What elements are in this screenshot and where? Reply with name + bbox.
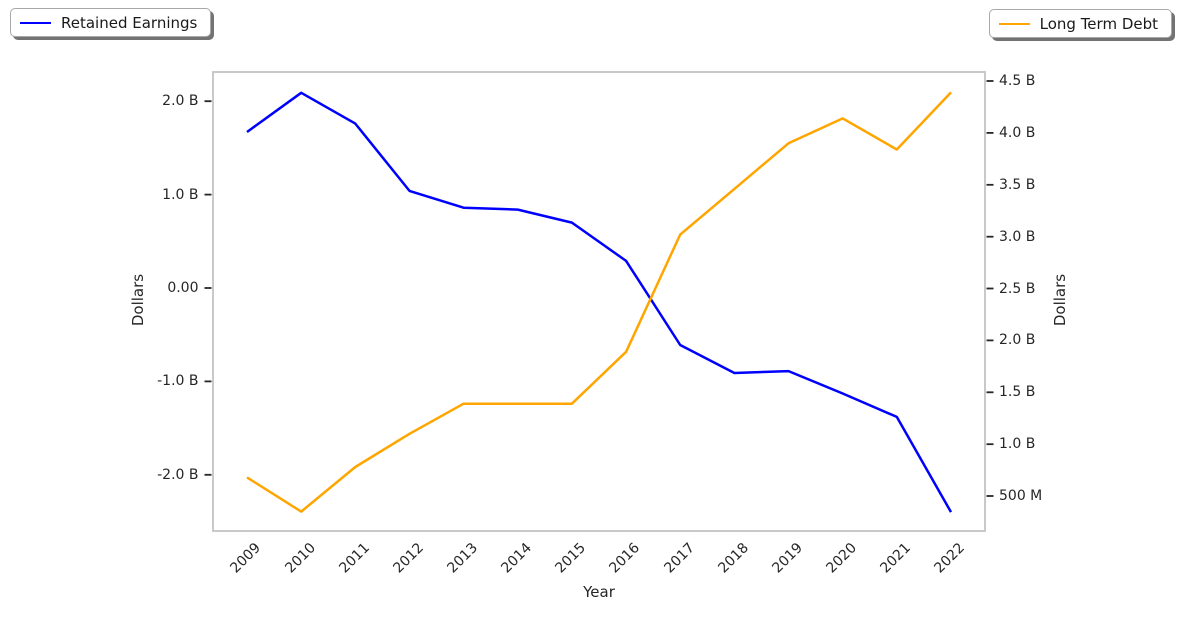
left-axis-tick-label: -2.0 B (157, 466, 199, 483)
left-axis-tick-label: 1.0 B (162, 186, 199, 203)
right-axis-tick-label: 3.5 B (999, 176, 1036, 193)
long-term-debt-legend-label: Long Term Debt (1039, 14, 1158, 33)
right-axis-tick-label: 1.5 B (999, 384, 1036, 401)
left-axis-tick-label: 2.0 B (162, 93, 199, 110)
right-axis-tick-label: 500 M (999, 488, 1043, 505)
right-axis-tick-label: 3.0 B (999, 228, 1036, 245)
long-term-debt-line (246, 91, 952, 513)
right-axis-tick-label: 1.0 B (999, 436, 1036, 453)
right-axis-tick-label: 4.0 B (999, 124, 1036, 141)
axis-tick-marks (204, 80, 994, 497)
left-axis-tick-label: 0.00 (167, 280, 199, 296)
right-axis-tick-label: 2.0 B (999, 332, 1036, 349)
plot-spines (212, 71, 986, 532)
x-axis-title: Year (583, 583, 615, 601)
left-axis-title: Dollars (129, 273, 147, 327)
right-axis-tick-label: 2.5 B (999, 280, 1036, 297)
retained-earnings-legend-swatch-icon (20, 21, 51, 24)
long-term-debt-legend-swatch-icon (998, 22, 1030, 25)
right-axis-title: Dollars (1051, 273, 1069, 327)
legend-long-term-debt: Long Term Debt (988, 9, 1172, 38)
retained-earnings-legend-label: Retained Earnings (61, 13, 198, 32)
left-axis-tick-label: -1.0 B (157, 373, 199, 390)
retained-earnings-line (246, 91, 953, 513)
right-axis-tick-label: 4.5 B (999, 73, 1036, 90)
legend-retained-earnings: Retained Earnings (10, 8, 212, 37)
